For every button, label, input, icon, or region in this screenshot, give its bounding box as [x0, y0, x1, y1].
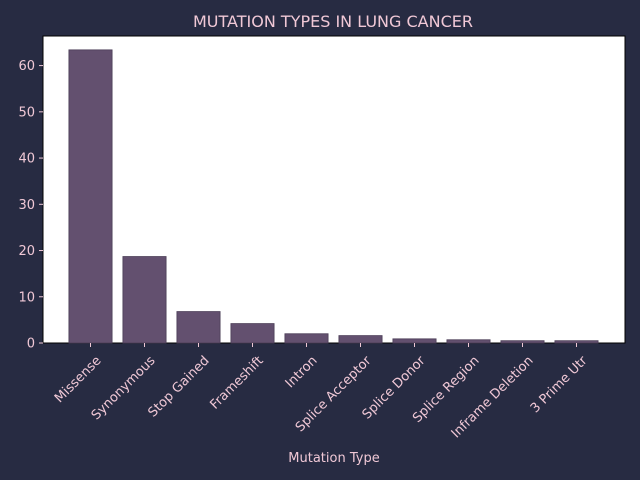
bar-synonymous: [122, 256, 167, 344]
y-tick-label: 20: [18, 244, 35, 259]
bar-stop-gained: [176, 311, 221, 344]
bar-intron: [284, 333, 329, 344]
chart-title: MUTATION TYPES IN LUNG CANCER: [193, 12, 473, 31]
bar-splice-acceptor: [338, 335, 383, 344]
bar-frameshift: [230, 323, 275, 344]
y-axis: 0 10 20 30 40 50 60: [18, 59, 43, 352]
y-tick-label: 40: [18, 152, 35, 167]
bar-splice-region: [446, 339, 491, 344]
y-tick-label: 30: [18, 198, 35, 213]
bar-splice-donor: [392, 338, 437, 344]
bars-group: [68, 49, 599, 344]
x-tick-label: Missense: [52, 353, 105, 406]
y-tick-label: 60: [18, 59, 35, 74]
x-axis-label: Mutation Type: [288, 451, 379, 466]
x-tick-label: Frameshift: [207, 353, 266, 412]
x-tick-label: Intron: [283, 353, 321, 391]
bar-3-prime-utr: [554, 340, 599, 344]
y-tick-label: 50: [18, 105, 35, 120]
bar-missense: [68, 49, 113, 344]
bar-inframe-deletion: [500, 340, 545, 344]
x-tick-label: 3 Prime Utr: [528, 353, 591, 416]
y-tick-label: 0: [27, 337, 35, 352]
y-tick-label: 10: [18, 290, 35, 305]
